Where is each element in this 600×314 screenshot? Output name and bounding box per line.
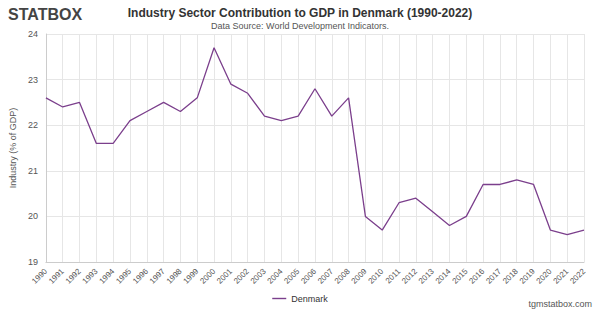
svg-text:2000: 2000 [198, 266, 217, 285]
svg-text:2010: 2010 [366, 266, 385, 285]
svg-text:2017: 2017 [484, 266, 503, 285]
svg-text:2011: 2011 [384, 266, 403, 285]
svg-text:2021: 2021 [551, 266, 570, 285]
svg-text:1996: 1996 [131, 266, 150, 285]
svg-text:2019: 2019 [518, 266, 537, 285]
svg-text:19: 19 [28, 257, 38, 267]
svg-text:2009: 2009 [350, 266, 369, 285]
svg-text:22: 22 [28, 120, 38, 130]
svg-text:2004: 2004 [266, 266, 285, 285]
svg-text:21: 21 [28, 166, 38, 176]
svg-text:1993: 1993 [81, 266, 100, 285]
svg-text:2020: 2020 [535, 266, 554, 285]
svg-text:2014: 2014 [434, 266, 453, 285]
svg-text:2013: 2013 [417, 266, 436, 285]
svg-text:Data Source: World Development: Data Source: World Development Indicator… [211, 21, 389, 31]
svg-text:Denmark: Denmark [291, 294, 328, 304]
svg-text:2002: 2002 [232, 266, 251, 285]
svg-text:1992: 1992 [64, 266, 83, 285]
svg-text:tgmstatbox.com: tgmstatbox.com [528, 299, 592, 309]
svg-text:1991: 1991 [47, 266, 66, 285]
svg-text:20: 20 [28, 211, 38, 221]
svg-text:1999: 1999 [182, 266, 201, 285]
svg-text:2001: 2001 [215, 266, 234, 285]
svg-text:2003: 2003 [249, 266, 268, 285]
svg-text:2018: 2018 [501, 266, 520, 285]
svg-text:Industry Sector Contribution t: Industry Sector Contribution to GDP in D… [128, 6, 473, 20]
svg-text:23: 23 [28, 75, 38, 85]
svg-text:2015: 2015 [451, 266, 470, 285]
svg-text:2006: 2006 [299, 266, 318, 285]
svg-text:1994: 1994 [97, 266, 116, 285]
svg-text:Industry (% of GDP): Industry (% of GDP) [8, 108, 18, 189]
svg-text:1998: 1998 [165, 266, 184, 285]
svg-text:1997: 1997 [148, 266, 167, 285]
svg-text:24: 24 [28, 29, 38, 39]
svg-text:2005: 2005 [282, 266, 301, 285]
svg-text:1990: 1990 [30, 266, 49, 285]
svg-text:STATBOX: STATBOX [8, 6, 82, 23]
svg-text:2008: 2008 [333, 266, 352, 285]
svg-text:2022: 2022 [568, 266, 587, 285]
svg-text:2012: 2012 [400, 266, 419, 285]
svg-text:2007: 2007 [316, 266, 335, 285]
svg-text:1995: 1995 [114, 266, 133, 285]
svg-text:2016: 2016 [467, 266, 486, 285]
